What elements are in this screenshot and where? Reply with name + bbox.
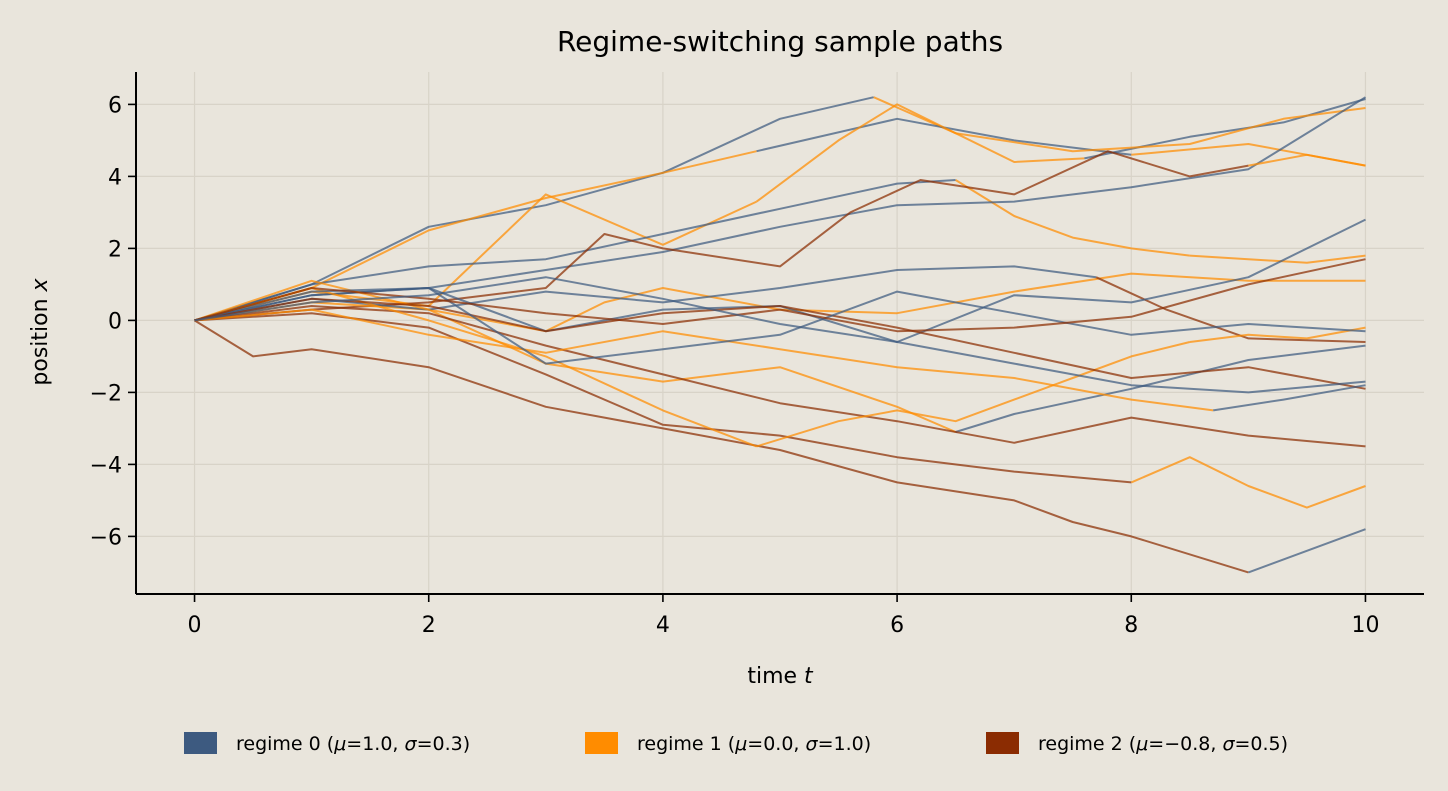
y-axis-label: position x [28, 277, 53, 385]
legend-label-regime-0: regime 0 (μ=1.0, σ=0.3) [236, 733, 470, 755]
x-tick-label: 10 [1351, 613, 1379, 638]
path-2-segment-2 [955, 107, 1366, 153]
path-9-segment-1 [955, 344, 1366, 433]
path-14-segment-0 [194, 297, 1366, 390]
path-5-segment-1 [1248, 153, 1366, 167]
path-0-segment-1 [873, 96, 1085, 163]
path-9-segment-0 [194, 279, 956, 433]
path-13-segment-2 [1189, 326, 1366, 343]
legend-swatch-regime-0 [184, 732, 217, 754]
y-tick-label: 6 [108, 93, 122, 118]
y-tick-label: 0 [108, 309, 122, 334]
path-18-segment-0 [194, 276, 1366, 394]
legend-swatch-regime-1 [585, 732, 618, 754]
path-15-segment-0 [194, 308, 1214, 412]
legend: regime 0 (μ=1.0, σ=0.3) regime 1 (μ=0.0, … [184, 732, 1288, 755]
y-tick-label: −6 [90, 525, 122, 550]
path-17-segment-0 [194, 258, 1366, 333]
legend-label-regime-1: regime 1 (μ=0.0, σ=1.0) [637, 733, 871, 755]
axes: 0 2 4 6 8 10 −6 −4 −2 0 2 4 6 [90, 72, 1424, 638]
path-7-segment-0 [194, 265, 1097, 322]
path-10-segment-0 [193, 319, 1249, 574]
path-11-segment-1 [1130, 456, 1366, 509]
path-16-segment-0 [194, 287, 1366, 365]
chart-title: Regime-switching sample paths [557, 25, 1003, 58]
path-3-segment-2 [1189, 254, 1366, 264]
grid [136, 72, 1424, 594]
sample-paths [193, 96, 1367, 574]
path-2-segment-1 [756, 103, 957, 203]
path-1-segment-1 [756, 117, 1132, 156]
x-tick-label: 6 [890, 613, 904, 638]
legend-swatch-regime-2 [986, 732, 1019, 754]
x-axis-label: time t [747, 664, 814, 689]
x-tick-label: 8 [1124, 613, 1138, 638]
path-13-segment-1 [756, 341, 1191, 448]
path-5-segment-0 [194, 150, 1249, 322]
path-10-segment-1 [1248, 528, 1366, 574]
path-7-segment-1 [1095, 276, 1366, 343]
y-tick-label: −4 [90, 453, 122, 478]
legend-label-regime-2: regime 2 (μ=−0.8, σ=0.5) [1038, 733, 1288, 755]
x-tick-label: 0 [188, 613, 202, 638]
x-tick-label: 4 [656, 613, 670, 638]
path-3-segment-0 [194, 179, 956, 322]
path-15-segment-1 [1213, 384, 1366, 412]
path-12-segment-0 [194, 305, 1366, 448]
path-3-segment-1 [955, 179, 1190, 257]
x-tick-label: 2 [422, 613, 436, 638]
y-tick-label: −2 [90, 381, 122, 406]
y-tick-label: 4 [108, 165, 122, 190]
y-tick-label: 2 [108, 237, 122, 262]
